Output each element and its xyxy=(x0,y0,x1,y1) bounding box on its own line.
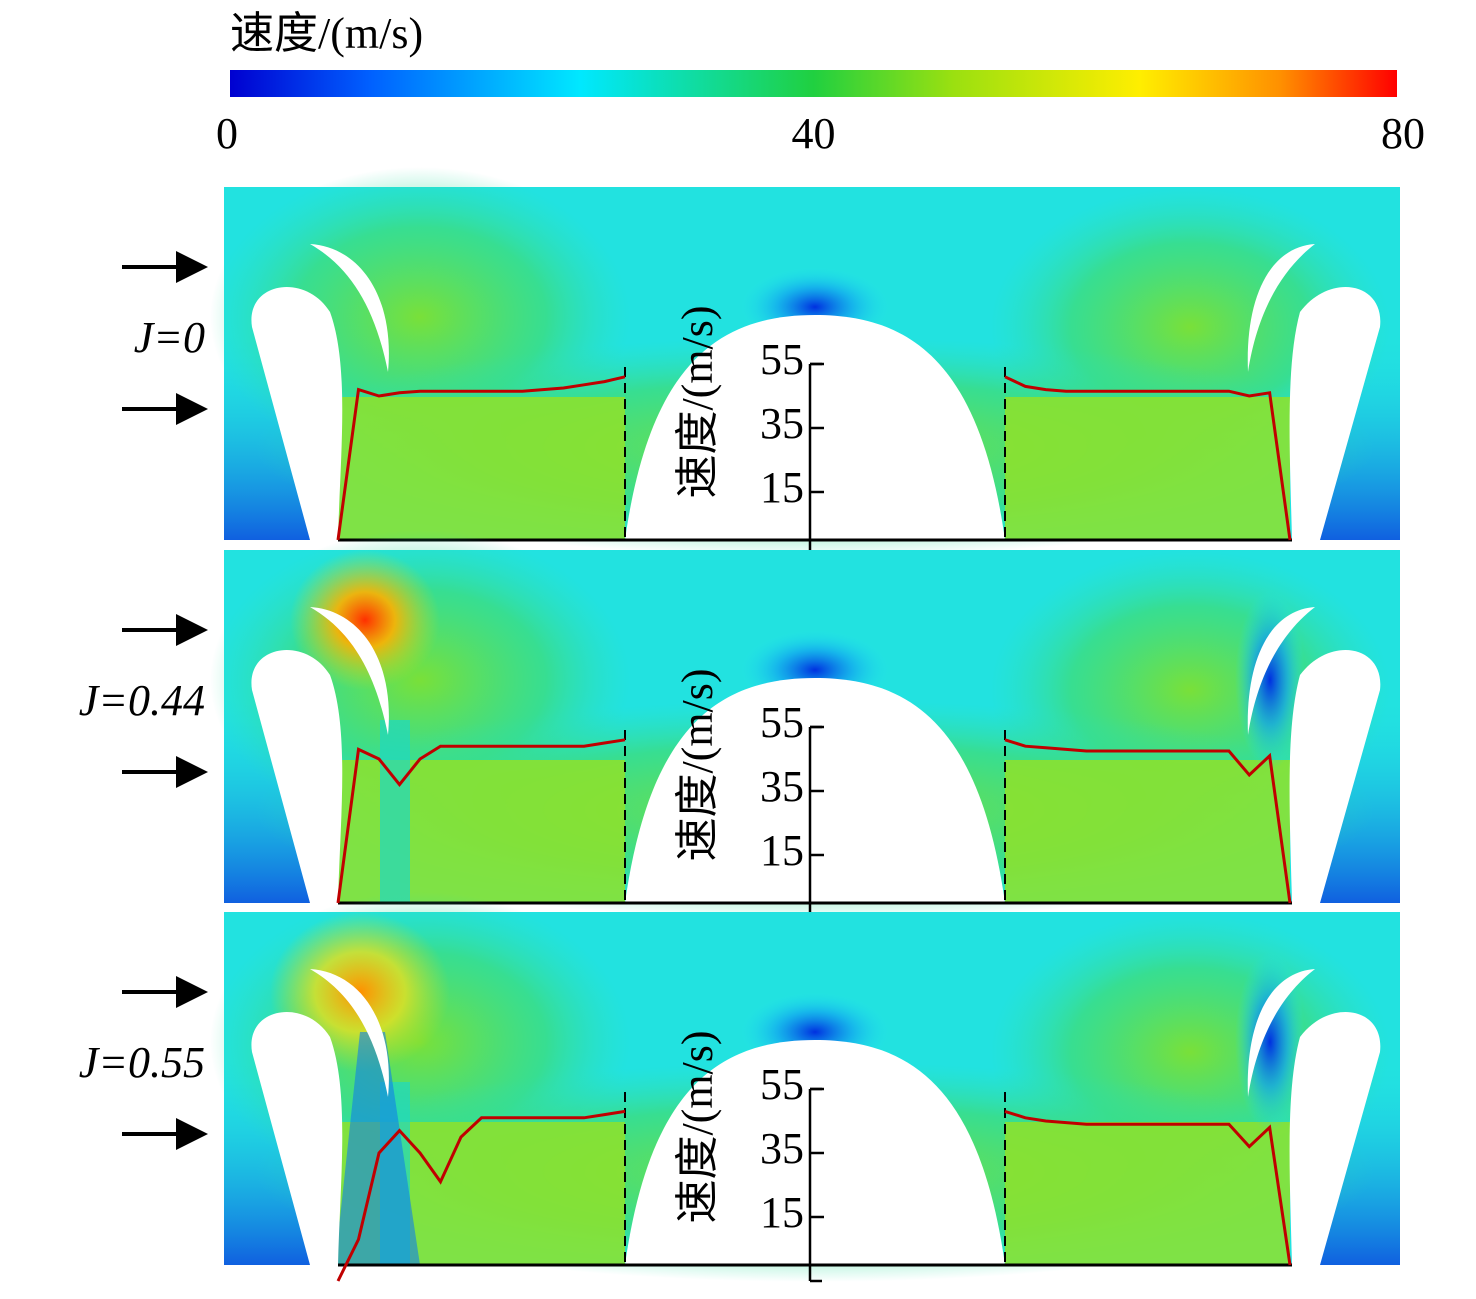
blade xyxy=(1247,969,1315,1097)
velocity-profile xyxy=(336,1109,626,1282)
nacelle xyxy=(251,286,343,540)
y-tick-label: 15 xyxy=(760,826,804,875)
blade xyxy=(310,244,389,372)
y-tick-label: 15 xyxy=(760,1188,804,1237)
y-tick-label: 35 xyxy=(760,399,804,448)
panel: J=0.55 15 35 55 速度/(m/s) xyxy=(79,892,1400,1283)
blade xyxy=(1247,244,1315,372)
panel: J=0 15 35 55 速度/(m/s) xyxy=(122,167,1400,558)
colorbar-tick-label: 0 xyxy=(216,109,238,158)
panels: J=0153555速度/(m/s)J=0.44153555速度/(m/s)J=0… xyxy=(79,167,1400,1283)
velocity-profile xyxy=(1004,1109,1292,1266)
field-core xyxy=(338,397,625,540)
nacelle xyxy=(251,649,343,903)
nacelle xyxy=(1289,649,1381,903)
field-wake xyxy=(335,1032,420,1265)
colorbar-tick-label: 80 xyxy=(1381,109,1425,158)
panel: J=0.44 15 35 55 速度/(m/s) xyxy=(79,530,1400,921)
velocity-profile xyxy=(1004,738,1292,904)
blade xyxy=(310,607,389,735)
field-core xyxy=(1005,397,1290,540)
condition-label: J=0.44 xyxy=(79,676,205,725)
velocity-profile xyxy=(1004,375,1292,541)
condition-label: J=0.55 xyxy=(79,1038,205,1087)
field-wake xyxy=(380,720,410,903)
y-axis-title: 速度/(m/s) xyxy=(673,305,722,498)
y-tick-label: 55 xyxy=(760,698,804,747)
condition-label: J=0 xyxy=(134,313,205,362)
y-tick-label: 35 xyxy=(760,762,804,811)
blade xyxy=(310,969,389,1097)
velocity-profile xyxy=(336,738,626,904)
y-axis-title: 速度/(m/s) xyxy=(673,668,722,861)
nacelle xyxy=(251,1011,343,1265)
field-cold xyxy=(1235,590,1305,770)
field-hot xyxy=(290,550,440,690)
y-tick-label: 55 xyxy=(760,335,804,384)
colorbar-tick-label: 40 xyxy=(792,109,836,158)
y-tick-label: 35 xyxy=(760,1124,804,1173)
y-tick-label: 15 xyxy=(760,463,804,512)
colorbar-title: 速度/(m/s) xyxy=(230,9,423,58)
y-axis-title: 速度/(m/s) xyxy=(673,1030,722,1223)
field-core xyxy=(1005,1122,1290,1265)
field-core xyxy=(1005,760,1290,903)
nacelle xyxy=(1289,1011,1381,1265)
field-cold xyxy=(1235,952,1305,1132)
velocity-profile xyxy=(336,375,626,541)
blade xyxy=(1247,607,1315,735)
nacelle xyxy=(1289,286,1381,540)
colorbar xyxy=(230,70,1397,97)
y-tick-label: 55 xyxy=(760,1060,804,1109)
